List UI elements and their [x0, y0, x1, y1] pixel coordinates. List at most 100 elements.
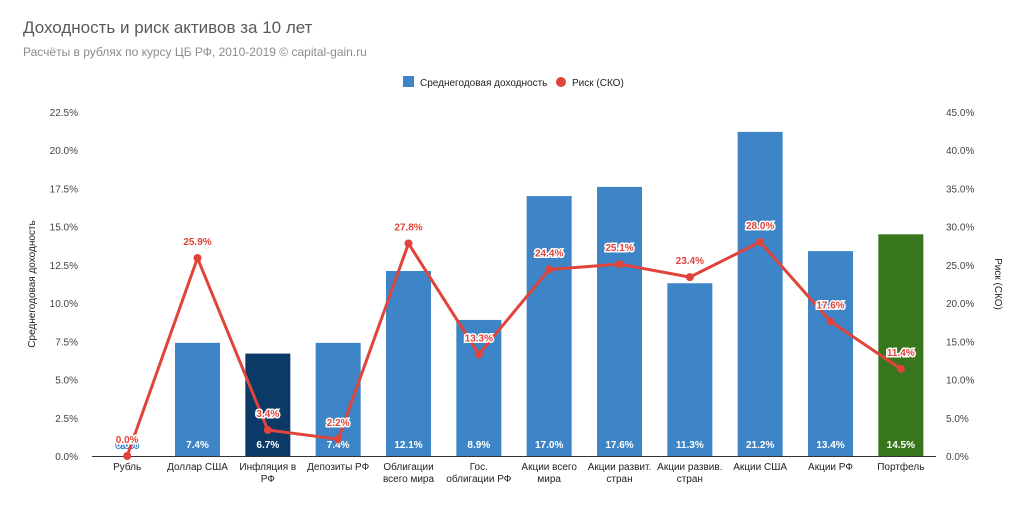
x-tick-label-line: РФ [261, 474, 276, 485]
risk-point [896, 364, 905, 373]
y-left-tick-label: 10.0% [50, 299, 78, 310]
x-tick-label: Акции развив. стран [657, 462, 722, 485]
risk-point [193, 254, 202, 263]
y-right-tick-label: 5.0% [946, 414, 969, 425]
y-right-tick-label: 10.0% [946, 376, 974, 387]
y-right-tick-label: 0.0% [946, 452, 969, 463]
x-tick-label-line: Акции развит. [588, 462, 651, 473]
x-tick-label-line: Портфель [877, 461, 924, 473]
chart-title: Доходность и риск активов за 10 лет [23, 18, 313, 37]
risk-point [263, 426, 272, 435]
legend-swatch-line [556, 77, 566, 87]
y-right-tick-label: 30.0% [946, 223, 974, 234]
x-tick-label-line: облигации РФ [446, 473, 511, 485]
x-tick-label-line: Рубль [113, 461, 141, 473]
bar [175, 342, 220, 456]
x-tick-label-line: Депозиты РФ [307, 462, 369, 473]
x-tick-label-line: Облигации [383, 461, 433, 473]
risk-value-label: 23.4% [676, 256, 704, 267]
legend-label-bar: Среднегодовая доходность [420, 78, 547, 89]
risk-point [826, 317, 835, 326]
y-left-tick-label: 2.5% [55, 414, 78, 425]
y-left-tick-label: 15.0% [50, 223, 78, 234]
bar-value-label: 7.4% [327, 440, 350, 451]
y-right-axis-title: Риск (СКО) [992, 258, 1003, 310]
chart-subtitle: Расчёты в рублях по курсу ЦБ РФ, 2010-20… [23, 45, 367, 59]
risk-value-label: 13.3% [465, 333, 493, 344]
bar-value-label: 13.4% [816, 440, 844, 451]
x-tick-label: Акции развит. стран [588, 462, 651, 485]
x-tick-label-line: Акции всего [521, 462, 577, 473]
bar-value-label: 17.0% [535, 440, 563, 451]
risk-value-label: 17.6% [816, 300, 844, 311]
bar-labels: 0.0% 7.4% 6.7% 7.4% 12.1% 8.9% 17.0% 17.6% 11.3%… [115, 439, 916, 452]
x-tick-label: Рубль [113, 461, 141, 473]
x-tick-label-line: мира [537, 474, 561, 485]
y-left-tick-label: 17.5% [50, 184, 78, 195]
y-right-tick-label: 45.0% [946, 108, 974, 119]
bar [597, 186, 642, 456]
bar-value-label: 21.2% [746, 440, 774, 451]
x-tick-label-line: стран [677, 474, 703, 485]
bar [808, 251, 853, 456]
legend: Среднегодовая доходность Риск (СКО) [403, 76, 624, 89]
legend-label-line: Риск (СКО) [572, 78, 624, 89]
x-tick-label-line: Гос. [470, 462, 488, 473]
bar [667, 283, 713, 456]
y-left-tick-label: 7.5% [55, 337, 78, 348]
x-tick-label: Портфель [877, 461, 924, 473]
x-tick-label: Гос. облигации РФ [446, 462, 511, 485]
bar-value-label: 11.3% [676, 440, 704, 451]
x-tick-label: Доллар США [167, 462, 228, 473]
risk-point [615, 260, 624, 269]
y-left-tick-label: 22.5% [50, 108, 78, 119]
x-tick-label-line: Акции развив. [657, 462, 722, 473]
risk-labels: 0.0% 25.9% 3.4% 2.2% 27.8% 13.3% 24.4% 25.1% 23.… [114, 219, 916, 447]
risk-point [123, 452, 132, 460]
risk-point [474, 350, 483, 359]
risk-value-label: 25.9% [183, 237, 211, 248]
risk-value-label: 28.0% [746, 221, 774, 232]
bar-value-label: 8.9% [467, 440, 490, 451]
risk-value-label: 0.0% [116, 435, 139, 446]
axes: 0.0% 2.5% 5.0% 7.5% 10.0% 12.5% 15.0% 17.5% 20.0… [27, 108, 1003, 485]
y-right-tick-label: 40.0% [946, 146, 974, 157]
bar-value-label: 14.5% [887, 440, 915, 451]
bar [245, 353, 291, 456]
risk-line-group [123, 237, 905, 460]
risk-value-label: 27.8% [394, 222, 422, 233]
x-tick-label-line: Акции США [733, 462, 787, 473]
x-tick-label-line: Акции РФ [808, 462, 853, 473]
y-right-tick-label: 15.0% [946, 337, 974, 348]
risk-value-label: 11.4% [887, 348, 915, 359]
y-left-tick-label: 12.5% [50, 261, 78, 272]
x-tick-label-line: всего мира [383, 474, 435, 485]
risk-value-label: 25.1% [605, 243, 633, 254]
x-tick-label: Акции РФ [808, 462, 853, 473]
legend-swatch-bar [403, 76, 414, 87]
risk-point [685, 273, 694, 282]
x-tick-label-line: стран [606, 474, 632, 485]
bar-value-label: 17.6% [605, 440, 633, 451]
x-tick-label-line: Инфляция в [239, 461, 296, 473]
bar [737, 131, 783, 456]
risk-value-label: 3.4% [256, 409, 279, 420]
bar-value-label: 7.4% [186, 440, 209, 451]
risk-point [756, 237, 765, 246]
bar-value-label: 12.1% [394, 440, 422, 451]
x-tick-label: Инфляция в РФ [239, 461, 296, 485]
bars [175, 131, 924, 457]
y-left-tick-label: 20.0% [50, 146, 78, 157]
bar-value-label: 6.7% [256, 440, 279, 451]
bar [526, 196, 572, 457]
risk-value-label: 2.2% [327, 418, 350, 429]
x-tick-label: Акции всего мира [521, 462, 577, 485]
risk-line [125, 240, 902, 457]
y-left-tick-label: 0.0% [55, 452, 78, 463]
risk-point [545, 265, 554, 274]
x-tick-label: Акции США [733, 462, 787, 473]
risk-value-label: 24.4% [535, 248, 563, 259]
x-tick-label: Облигации всего мира [383, 461, 435, 485]
bar [878, 234, 924, 456]
y-left-tick-label: 5.0% [55, 376, 78, 387]
